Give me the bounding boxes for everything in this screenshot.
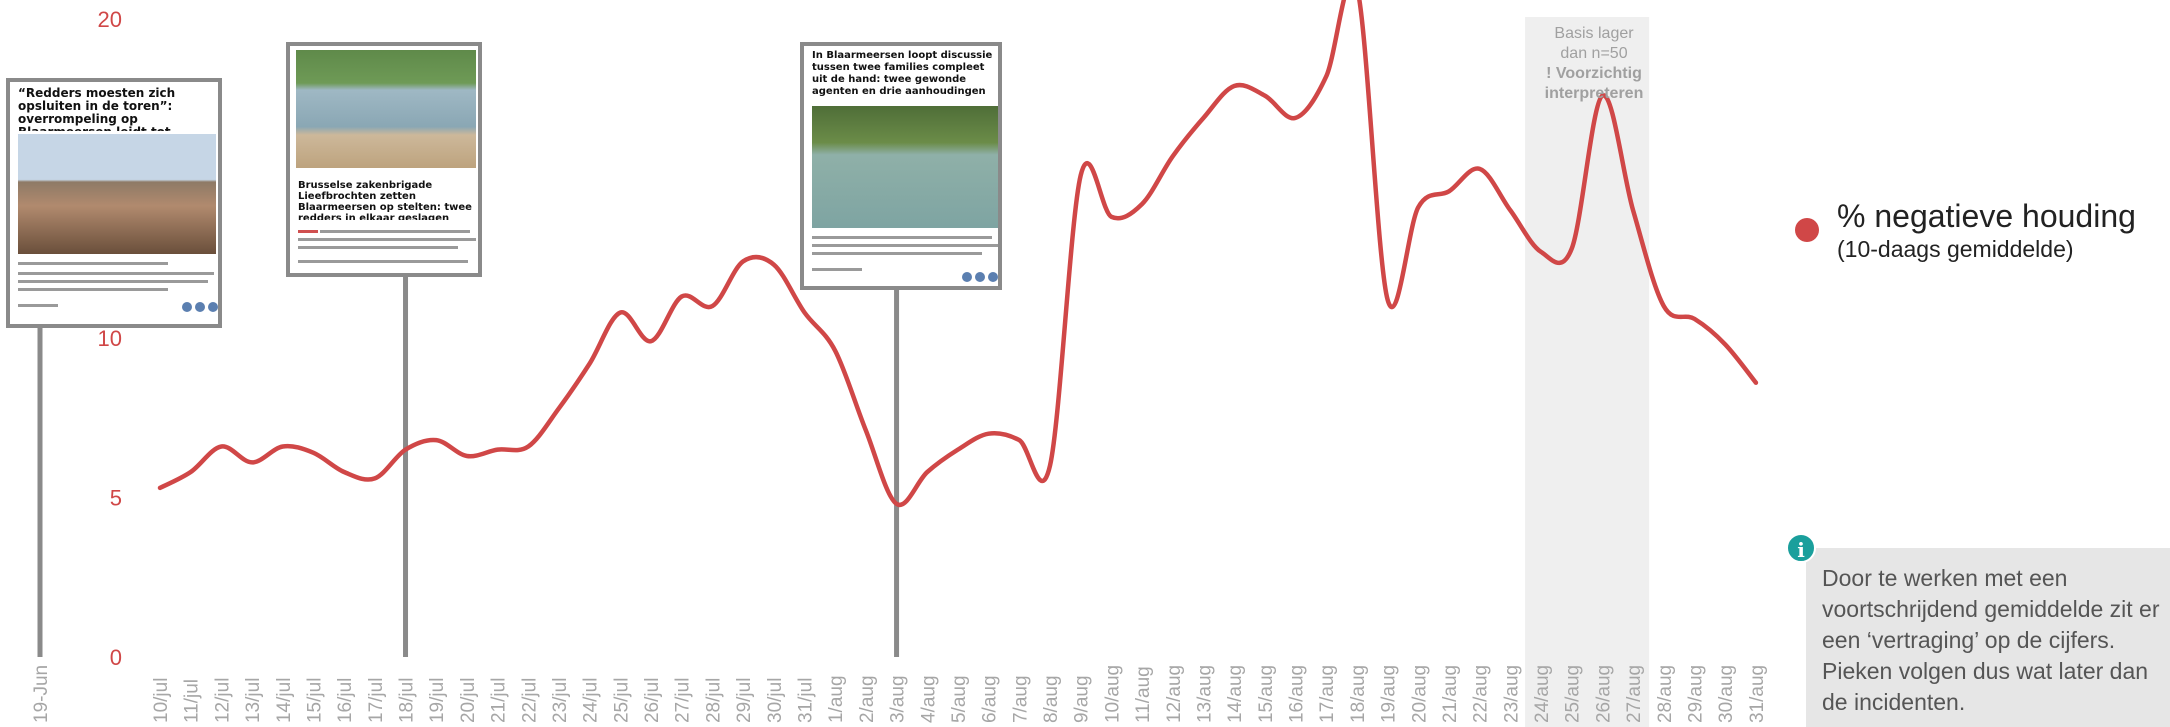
x-tick-label: 22/jul — [519, 678, 540, 723]
x-tick-label: 18/aug — [1348, 665, 1369, 723]
shade-label-line2: dan n=50 — [1560, 45, 1628, 62]
x-tick-label: 19/jul — [427, 678, 448, 723]
y-tick-label: 20 — [98, 7, 122, 32]
x-tick-label: 23/aug — [1501, 665, 1522, 723]
x-tick-label: 3/aug — [888, 675, 909, 723]
x-tick-label: 1/aug — [826, 675, 847, 723]
incident-photo-2 — [296, 50, 476, 168]
x-tick-label: 20/aug — [1409, 665, 1430, 723]
x-tick-label: 31/jul — [795, 678, 816, 723]
x-tick-label: 15/jul — [304, 678, 325, 723]
incident-headline-2: Brusselse zakenbrigade Lieefbrochten zet… — [298, 180, 472, 220]
x-tick-label: 17/aug — [1317, 665, 1338, 723]
incident-thumbnail-1: “Redders moesten zich opsluiten in de to… — [6, 78, 222, 328]
incident-photo-3 — [812, 106, 998, 228]
x-tick-label: 26/jul — [642, 678, 663, 723]
x-tick-label: 8/aug — [1041, 675, 1062, 723]
legend-title: % negatieve houding — [1837, 198, 2136, 234]
x-tick-label: 6/aug — [980, 675, 1001, 723]
x-tick-label: 15/aug — [1256, 665, 1277, 723]
x-tick-label: 29/aug — [1686, 665, 1707, 723]
shade-label-line1: Basis lager — [1554, 25, 1634, 42]
x-tick-label: 10/jul — [151, 678, 172, 723]
x-tick-label: 23/jul — [550, 678, 571, 723]
x-tick-label: 29/jul — [734, 678, 755, 723]
x-tick-label: 21/jul — [489, 678, 510, 723]
x-tick-label: 22/aug — [1471, 665, 1492, 723]
shade-warning-line1: ! Voorzichtig — [1546, 65, 1642, 82]
x-tick-label: 25/aug — [1563, 665, 1584, 723]
x-tick-label: 28/aug — [1655, 665, 1676, 723]
y-tick-label: 10 — [98, 326, 122, 351]
y-tick-label: 5 — [110, 486, 122, 511]
x-tick-label: 13/aug — [1194, 665, 1215, 723]
x-tick-label: 24/aug — [1532, 665, 1553, 723]
x-tick-label: 24/jul — [581, 678, 602, 723]
x-tick-label: 5/aug — [949, 675, 970, 723]
incident-headline-1: “Redders moesten zich opsluiten in de to… — [18, 87, 176, 131]
series-line — [157, 0, 1759, 508]
x-tick-label: 17/jul — [366, 678, 387, 723]
x-tick-label: 10/aug — [1102, 665, 1123, 723]
x-tick-label: 16/aug — [1287, 665, 1308, 723]
shade-warning-line2: interpreteren — [1544, 85, 1644, 102]
x-tick-label: 13/jul — [243, 678, 264, 723]
x-tick-label: 27/jul — [673, 678, 694, 723]
x-tick-label: 30/aug — [1716, 665, 1737, 723]
incident-photo-1 — [18, 134, 216, 254]
x-tick-label: 19/aug — [1379, 665, 1400, 723]
x-tick-label: 20/jul — [458, 678, 479, 723]
x-tick-label: 31/aug — [1747, 665, 1768, 723]
x-tick-label: 11/jul — [182, 679, 203, 723]
x-tick-label: 25/jul — [611, 678, 632, 723]
x-tick-label: 12/jul — [212, 678, 233, 723]
x-tick-label: 4/aug — [918, 675, 939, 723]
x-tick-label: 18/jul — [397, 678, 418, 723]
x-tick-label: 19-Jun — [31, 665, 52, 723]
legend-subtitle: (10-daags gemiddelde) — [1837, 236, 2074, 262]
x-tick-label: 27/aug — [1624, 665, 1645, 723]
y-tick-label: 0 — [110, 645, 122, 670]
x-tick-label: 30/jul — [765, 678, 786, 723]
info-icon: i — [1786, 533, 1816, 563]
x-tick-label: 28/jul — [703, 678, 724, 723]
x-tick-label: 9/aug — [1072, 675, 1093, 723]
info-note-text: Door te werken met een voortschrijdend g… — [1822, 565, 2160, 715]
x-tick-label: 2/aug — [857, 675, 878, 723]
x-tick-label: 14/jul — [274, 678, 295, 723]
incident-headline-3: In Blaarmeersen loopt discussie tussen t… — [812, 50, 993, 97]
incident-thumbnail-3: In Blaarmeersen loopt discussie tussen t… — [800, 42, 1002, 290]
x-tick-label: 16/jul — [335, 678, 356, 723]
legend-marker — [1795, 218, 1819, 242]
incident-thumbnail-2: Brusselse zakenbrigade Lieefbrochten zet… — [286, 42, 482, 277]
shaded-region-label: Basis lager dan n=50 ! Voorzichtig inter… — [1532, 24, 1656, 104]
x-tick-label: 12/aug — [1164, 665, 1185, 723]
x-tick-label: 7/aug — [1010, 675, 1031, 723]
x-tick-label: 14/aug — [1225, 665, 1246, 723]
x-tick-label: 21/aug — [1440, 665, 1461, 723]
x-tick-label: 11/aug — [1133, 666, 1154, 723]
info-note: Door te werken met een voortschrijdend g… — [1806, 548, 2170, 727]
x-tick-label: 26/aug — [1593, 665, 1614, 723]
shaded-region — [1525, 17, 1650, 727]
